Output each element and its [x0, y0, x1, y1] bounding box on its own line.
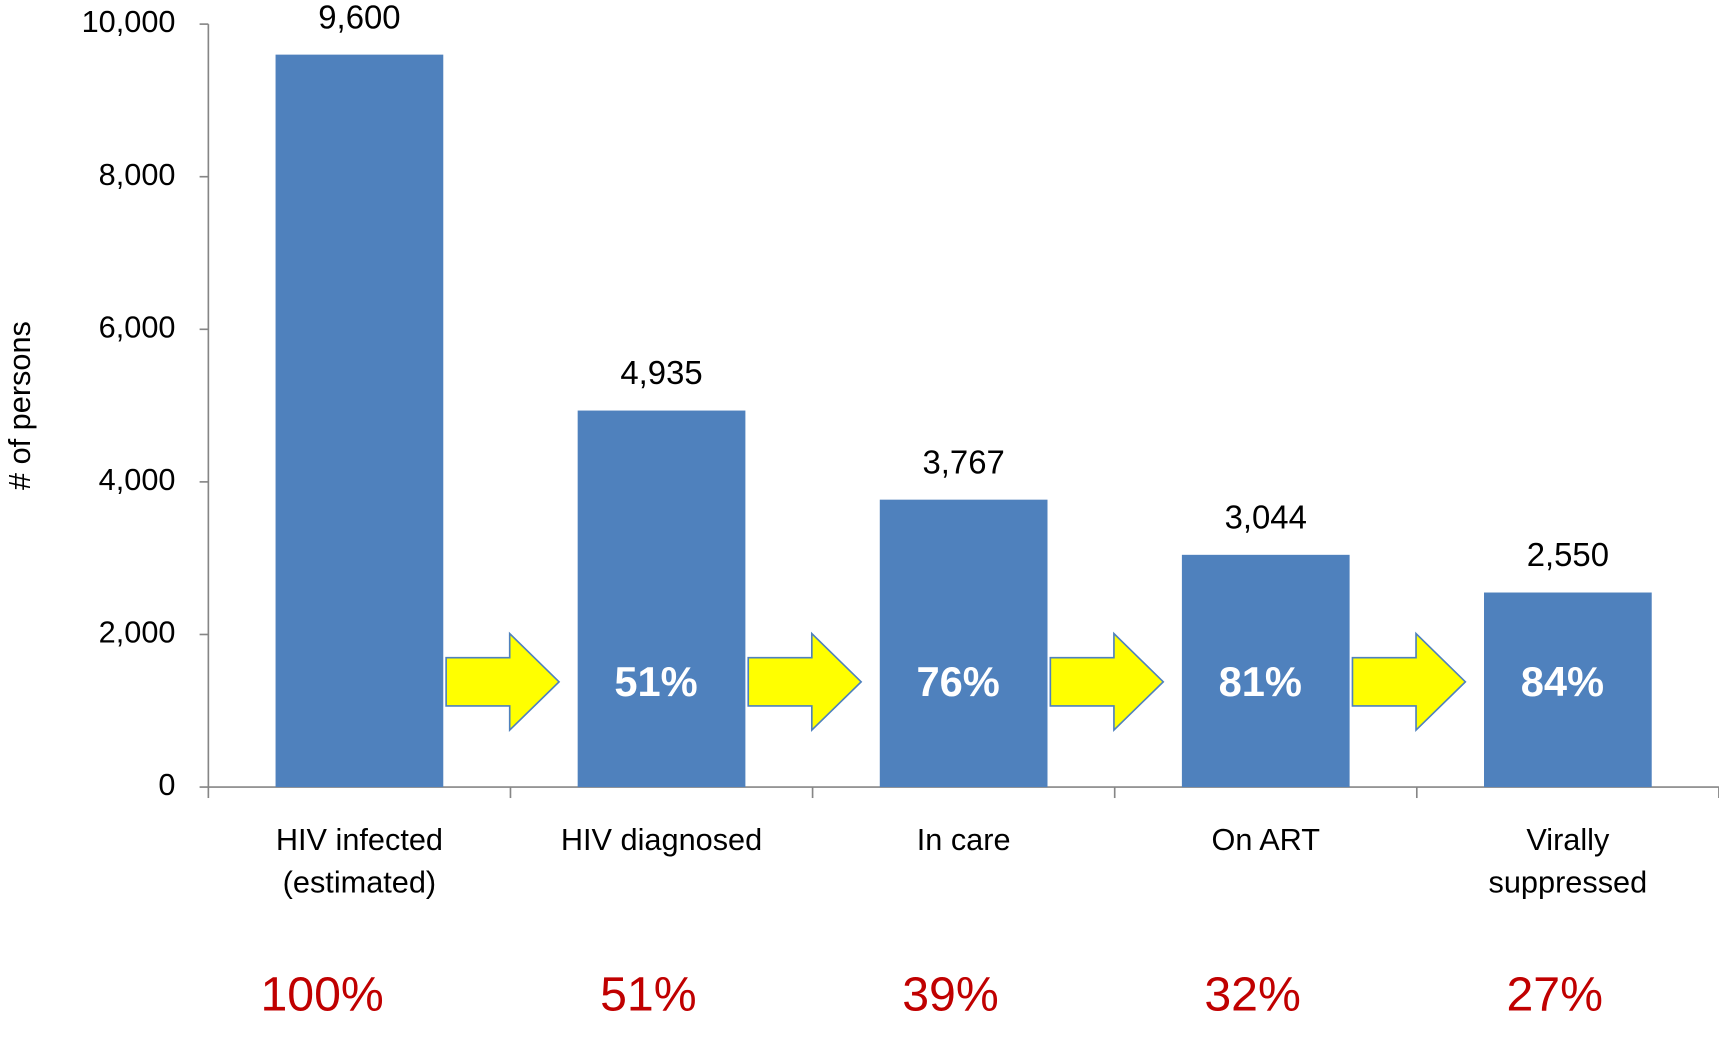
bar: [275, 54, 444, 788]
x-tick-label: On ART: [1211, 822, 1320, 857]
bar: [1181, 554, 1350, 788]
x-tick-label: HIV infected: [276, 822, 443, 857]
y-tick-label: 2,000: [99, 615, 176, 650]
step-arrow: [1351, 631, 1467, 733]
x-tick-label: suppressed: [1489, 865, 1648, 900]
bar: [1484, 592, 1652, 788]
y-tick-label: 0: [158, 767, 175, 802]
bar: [879, 499, 1048, 788]
step-percentage: 51%: [614, 658, 697, 705]
bar: [577, 410, 746, 788]
y-tick-label: 8,000: [99, 157, 176, 192]
value-label: 3,044: [1225, 498, 1307, 535]
y-axis-label: # of persons: [2, 321, 37, 490]
step-arrow: [445, 631, 561, 733]
y-tick-label: 6,000: [99, 309, 176, 344]
x-tick-label: (estimated): [283, 865, 436, 900]
cumulative-percentage: 39%: [902, 967, 999, 1021]
step-arrow: [747, 631, 863, 733]
value-label: 4,935: [620, 354, 702, 391]
cumulative-percentage: 27%: [1506, 967, 1603, 1021]
cumulative-percentage: 32%: [1204, 967, 1301, 1021]
cumulative-percentage: 100%: [260, 967, 383, 1021]
x-tick-label: HIV diagnosed: [561, 822, 762, 857]
y-tick-label: 10,000: [82, 4, 176, 39]
y-tick-label: 4,000: [99, 462, 176, 497]
step-percentage: 84%: [1521, 658, 1604, 705]
value-label: 2,550: [1527, 536, 1609, 573]
step-percentage: 76%: [916, 658, 999, 705]
value-label: 9,600: [318, 0, 400, 35]
step-percentage: 81%: [1219, 658, 1302, 705]
x-tick-label: In care: [917, 822, 1011, 857]
step-arrow: [1049, 631, 1165, 733]
x-tick-label: Virally: [1526, 822, 1610, 857]
cumulative-percentage: 51%: [600, 967, 697, 1021]
value-label: 3,767: [922, 443, 1004, 480]
